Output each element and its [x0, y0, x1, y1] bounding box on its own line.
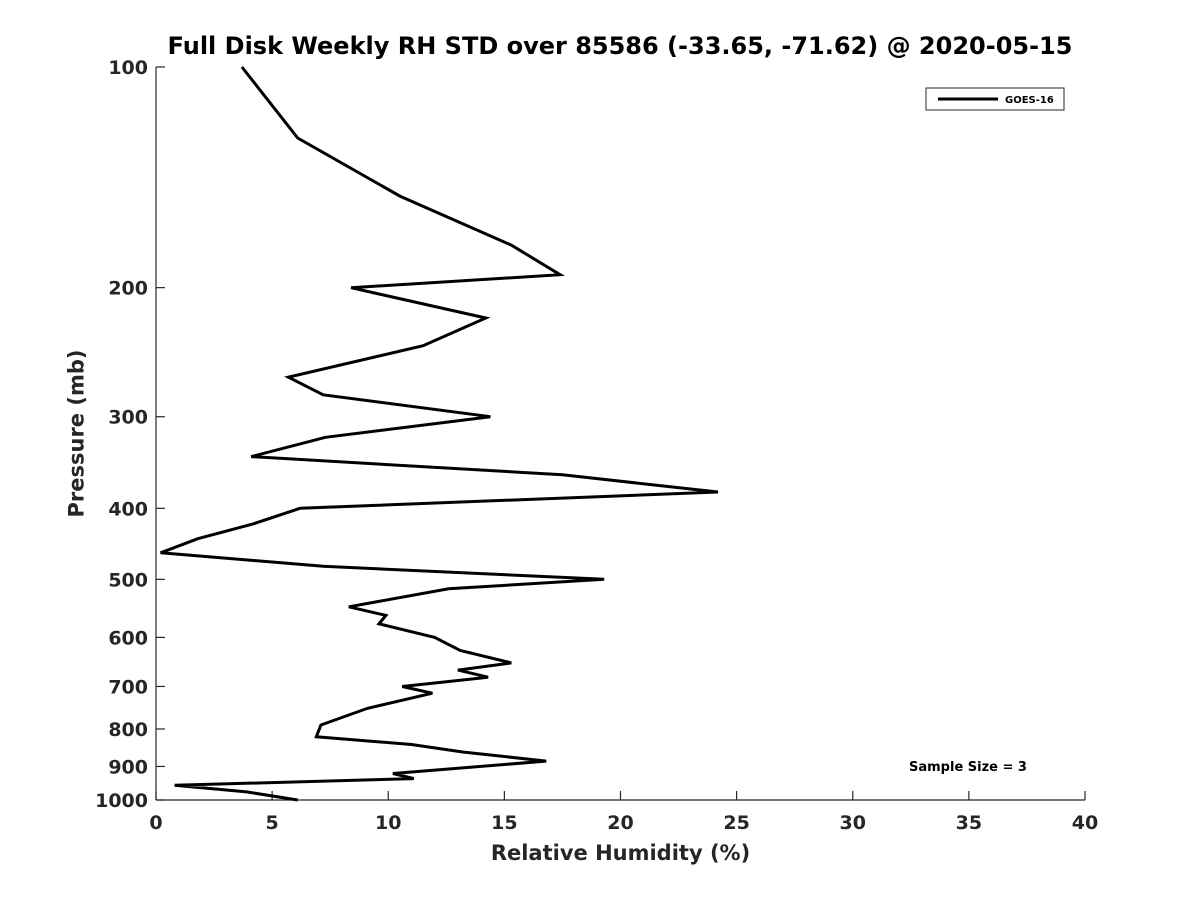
y-tick-label: 800	[108, 719, 148, 741]
x-tick-label: 30	[840, 812, 866, 834]
plot-background	[156, 67, 1085, 800]
y-tick-label: 500	[108, 569, 148, 591]
y-tick-label: 400	[108, 498, 148, 520]
sample-size-annotation: Sample Size = 3	[909, 760, 1027, 775]
y-tick-label: 200	[108, 278, 148, 300]
x-tick-label: 10	[375, 812, 401, 834]
y-axis-ticks: 100 200 300 400 500 600 700 800 900 1000	[95, 57, 165, 812]
x-axis-label: Relative Humidity (%)	[491, 841, 750, 865]
y-tick-label: 1000	[95, 790, 148, 812]
x-tick-label: 15	[491, 812, 517, 834]
x-tick-label: 20	[607, 812, 633, 834]
x-tick-label: 25	[723, 812, 749, 834]
x-tick-label: 40	[1072, 812, 1098, 834]
y-tick-label: 100	[108, 57, 148, 79]
y-tick-label: 600	[108, 627, 148, 649]
series-line-goes-16	[160, 66, 719, 802]
x-tick-label: 5	[266, 812, 279, 834]
legend: GOES-16	[925, 87, 1065, 111]
x-tick-label: 35	[956, 812, 982, 834]
series-layer	[160, 66, 719, 802]
y-axis-label: Pressure (mb)	[64, 350, 88, 518]
chart-title: Full Disk Weekly RH STD over 85586 (-33.…	[168, 32, 1073, 60]
x-tick-label: 0	[149, 812, 162, 834]
y-tick-label: 900	[108, 756, 148, 778]
plot-area: 0 5 10 15 20 25 30 35 40 100 200 300 400 500 600 700 80…	[95, 57, 1098, 834]
y-tick-label: 700	[108, 676, 148, 698]
legend-label: GOES-16	[1005, 95, 1054, 106]
y-tick-label: 300	[108, 407, 148, 429]
x-axis-ticks: 0 5 10 15 20 25 30 35 40	[149, 791, 1098, 834]
